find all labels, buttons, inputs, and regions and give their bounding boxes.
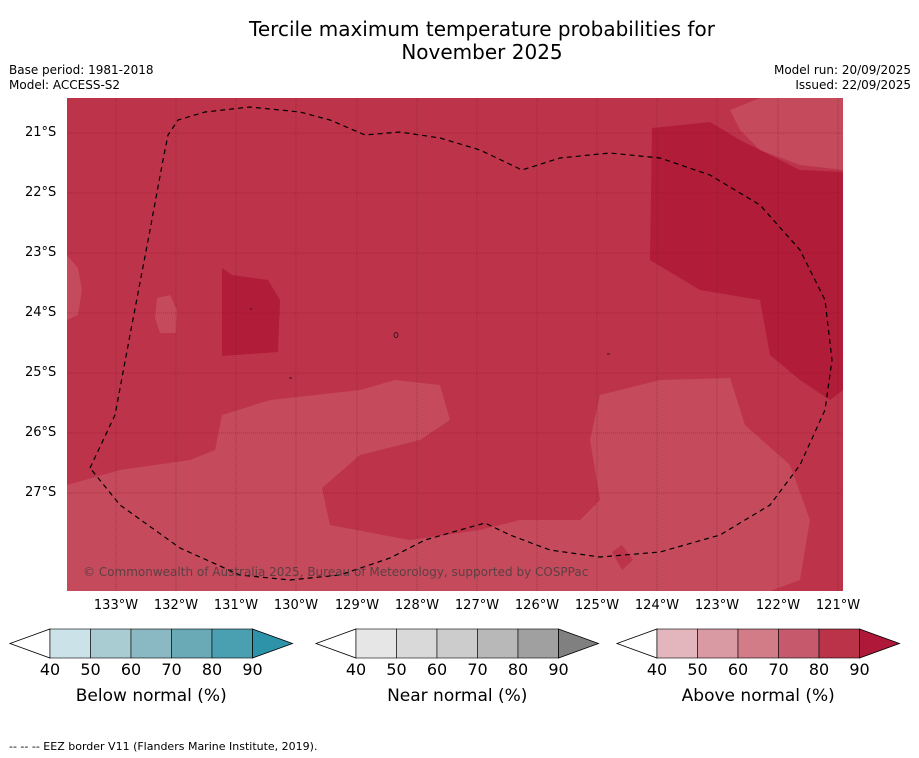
run-info: Model run: 20/09/2025 Issued: 22/09/2025 [774, 63, 911, 93]
colorbar-segment [737, 628, 779, 659]
model-run: Model run: 20/09/2025 [773, 63, 911, 77]
colorbar-tick-label: 60 [727, 660, 749, 679]
colorbar-tick-label: 40 [646, 660, 668, 679]
colorbar-tick-label: 50 [386, 660, 407, 679]
colorbar-tick-label: 70 [768, 660, 789, 679]
issued-date: Issued: 22/09/2025 [795, 78, 911, 92]
longitude-label: 133°W [93, 598, 139, 613]
graticule [67, 98, 843, 591]
colorbar-segment [49, 628, 91, 659]
colorbar-segment [778, 628, 820, 659]
longitude-label: 130°W [273, 598, 319, 613]
colorbar-segment [477, 628, 519, 659]
latitude-label: 23°S [25, 245, 57, 260]
colorbar-extend-low [8, 628, 51, 659]
colorbar-segment [656, 628, 698, 659]
colorbar-title: Near normal (%) [387, 686, 528, 706]
base-info: Base period: 1981-2018 Model: ACCESS-S2 [9, 63, 154, 93]
colorbar-segment [517, 628, 559, 659]
base-period: Base period: 1981-2018 [9, 63, 154, 77]
eez-border [89, 106, 833, 581]
colorbar-extend-high [859, 628, 901, 659]
colorbar-extend-low [314, 628, 357, 659]
longitude-label: 122°W [755, 598, 801, 613]
colorbar [615, 628, 901, 659]
latitude-label: 26°S [25, 425, 57, 440]
colorbar-title: Above normal (%) [681, 686, 835, 706]
colorbar-tick-label: 80 [507, 660, 529, 679]
island-1 [393, 332, 399, 338]
colorbar-segment [130, 628, 172, 659]
colorbar-tick-label: 50 [80, 660, 101, 679]
colorbar-segment [355, 628, 397, 659]
colorbar-tick-label: 90 [849, 660, 870, 679]
colorbar-tick-label: 70 [161, 660, 182, 679]
colorbar-tick-label: 90 [548, 660, 569, 679]
colorbar-segment [697, 628, 739, 659]
colorbar-tick-label: 70 [467, 660, 488, 679]
title-line-2: November 2025 [401, 40, 563, 64]
longitude-label: 123°W [694, 598, 740, 613]
latitude-label: 27°S [25, 485, 57, 500]
model-name: Model: ACCESS-S2 [9, 78, 121, 92]
eez-legend-note: -- -- -- EEZ border V11 (Flanders Marine… [9, 740, 318, 753]
colorbar-extend-high [252, 628, 294, 659]
colorbar-extend-high [558, 628, 600, 659]
colorbar-tick-label: 80 [201, 660, 223, 679]
latitude-label: 22°S [25, 185, 57, 200]
probability-field [67, 98, 843, 591]
field-light-topright [730, 98, 843, 170]
colorbar-segment [396, 628, 438, 659]
colorbar-tick-label: 80 [808, 660, 830, 679]
colorbar-segment [171, 628, 213, 659]
colorbar-title: Below normal (%) [75, 686, 227, 706]
colorbar-tick-label: 60 [426, 660, 448, 679]
colorbar [314, 628, 600, 659]
longitude-label: 127°W [454, 598, 500, 613]
latitude-label: 24°S [25, 305, 57, 320]
field-dark-west [222, 268, 280, 356]
title-line-1: Tercile maximum temperature probabilitie… [249, 17, 715, 41]
field-dark-east [650, 122, 843, 400]
field-light-edge [67, 255, 82, 320]
longitude-label: 126°W [514, 598, 560, 613]
colorbar-tick-label: 60 [120, 660, 142, 679]
longitude-label: 121°W [815, 598, 861, 613]
colorbar-segment [818, 628, 860, 659]
colorbars [8, 628, 901, 659]
colorbar-tick-label: 40 [345, 660, 367, 679]
islands [250, 308, 610, 379]
field-light-spot [155, 295, 177, 333]
longitude-label: 129°W [334, 598, 380, 613]
latitude-label: 21°S [25, 125, 57, 140]
colorbar-tick-label: 50 [687, 660, 708, 679]
field-dark-spot [612, 545, 633, 570]
map-title: Tercile maximum temperature probabilitie… [0, 18, 919, 64]
colorbar-extend-low [615, 628, 658, 659]
longitude-label: 124°W [634, 598, 680, 613]
longitude-label: 128°W [394, 598, 440, 613]
colorbar [8, 628, 294, 659]
longitude-label: 132°W [153, 598, 199, 613]
longitude-label: 131°W [213, 598, 259, 613]
colorbar-tick-label: 90 [242, 660, 263, 679]
latitude-label: 25°S [25, 365, 57, 380]
field-light-south [67, 378, 810, 591]
copyright-notice: © Commonwealth of Australia 2025, Bureau… [83, 565, 589, 579]
colorbar-tick-label: 40 [39, 660, 61, 679]
colorbar-segment [90, 628, 132, 659]
colorbar-segment [211, 628, 253, 659]
colorbar-segment [436, 628, 478, 659]
longitude-label: 125°W [574, 598, 620, 613]
